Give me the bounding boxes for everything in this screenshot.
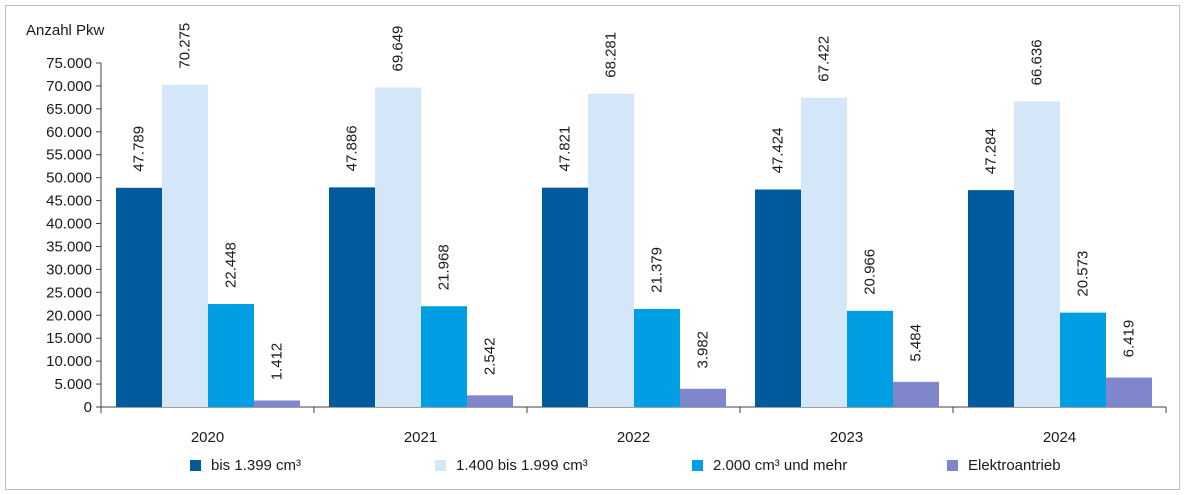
data-label-bg [1072,240,1094,307]
data-label-bg [905,309,927,376]
data-label: 47.789 [131,126,148,172]
legend-label: 1.400 bis 1.999 cm³ [456,457,588,474]
data-label-bg [859,238,881,305]
y-tick-label: 50.000 [46,170,92,187]
bar [847,310,893,407]
bar [542,187,588,407]
data-label-bg [341,115,363,182]
data-label: 68.281 [603,32,620,78]
data-label-bg [128,115,150,182]
data-label-bg [387,15,409,82]
y-tick-label: 35.000 [46,238,92,255]
data-label: 21.379 [649,247,666,293]
data-label: 69.649 [390,26,407,72]
y-tick-label: 30.000 [46,261,92,278]
y-tick-label: 75.000 [46,55,92,72]
data-label: 1.412 [269,343,286,381]
bar [375,87,421,408]
data-label-bg [1118,305,1140,372]
y-tick-label: 0 [84,399,92,416]
data-label: 22.448 [223,242,240,288]
legend-label: 2.000 cm³ und mehr [713,457,847,474]
data-label: 47.284 [983,128,1000,174]
data-label: 3.982 [695,331,712,369]
data-label: 21.968 [436,244,453,290]
y-tick-label: 65.000 [46,101,92,118]
legend-swatch [435,460,446,471]
y-axis-label: Anzahl Pkw [26,22,105,39]
y-tick-label: 15.000 [46,330,92,347]
y-tick-label: 70.000 [46,78,92,95]
data-label: 47.886 [344,125,361,171]
bar [421,306,467,407]
data-label-bg [600,21,622,88]
bar [755,189,801,407]
data-label: 20.966 [862,249,879,295]
bar [208,304,254,407]
y-tick-label: 5.000 [54,376,92,393]
legend-label: bis 1.399 cm³ [211,457,301,474]
bar [968,190,1014,407]
x-category-label: 2021 [404,429,437,446]
data-label-bg [554,115,576,182]
data-label: 47.424 [770,128,787,174]
y-tick-label: 25.000 [46,284,92,301]
bar [1106,377,1152,407]
data-label-bg [479,323,501,390]
data-label: 20.573 [1075,251,1092,297]
bar [162,84,208,407]
data-label-bg [220,232,242,299]
bar [588,93,634,407]
legend-swatch [692,460,703,471]
data-label-bg [174,12,196,79]
data-label-bg [813,25,835,92]
data-label-bg [433,234,455,301]
data-label-bg [767,117,789,184]
bar [801,97,847,408]
bar [116,187,162,407]
data-label: 5.484 [908,324,925,362]
y-tick-label: 40.000 [46,216,92,233]
legend-label: Elektroantrieb [968,457,1061,474]
bar [634,308,680,407]
data-label-bg [1026,29,1048,96]
bar [329,187,375,407]
bar [254,400,300,407]
x-category-label: 2020 [191,429,224,446]
data-label: 70.275 [177,23,194,69]
bar [1014,101,1060,407]
y-tick-label: 20.000 [46,307,92,324]
legend-swatch [190,460,201,471]
x-category-label: 2024 [1043,429,1076,446]
data-label: 2.542 [482,338,499,376]
legend-swatch [947,460,958,471]
bar [1060,312,1106,407]
y-tick-label: 55.000 [46,147,92,164]
y-tick-label: 10.000 [46,353,92,370]
x-category-label: 2023 [830,429,863,446]
x-category-label: 2022 [617,429,650,446]
data-label-bg [980,118,1002,185]
bar [680,388,726,407]
data-label-bg [646,236,668,303]
data-label-bg [692,316,714,383]
data-label: 67.422 [816,36,833,82]
y-tick-label: 45.000 [46,193,92,210]
data-label-bg [266,328,288,395]
bar [467,395,513,407]
data-label: 66.636 [1029,39,1046,85]
data-label: 47.821 [557,126,574,172]
bar [893,381,939,407]
data-label: 6.419 [1121,320,1138,358]
y-tick-label: 60.000 [46,124,92,141]
